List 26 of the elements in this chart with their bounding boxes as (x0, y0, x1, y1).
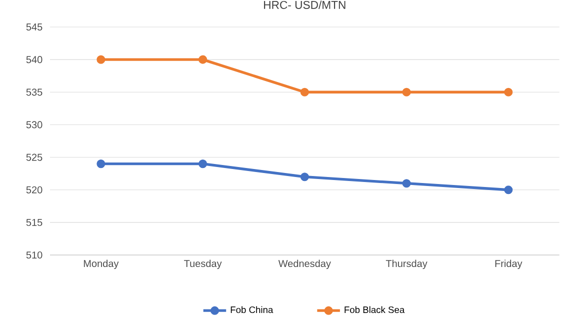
x-tick-label: Wednesday (278, 260, 331, 270)
y-tick-label: 530 (26, 121, 42, 128)
y-tick-label: 545 (26, 24, 42, 30)
y-tick-label: 525 (26, 154, 42, 161)
x-tick-label: Thursday (386, 260, 428, 270)
point (402, 179, 411, 188)
point (198, 160, 208, 168)
x-tick-label: Monday (84, 260, 119, 270)
point (402, 88, 411, 96)
y-tick-label: 515 (26, 218, 42, 226)
chart-title: HRC- USD/MTN (264, 0, 346, 9)
x-tick-label: Tuesday (184, 260, 222, 270)
y-tick-label: 520 (26, 186, 42, 194)
point (300, 172, 309, 182)
y-tick-label: 510 (26, 251, 42, 259)
y-tick-label: 540 (26, 56, 42, 64)
x-tick-label: Friday (495, 260, 522, 270)
legend-label: Fob Black Sea (344, 306, 405, 314)
legend-label: Fob China (230, 306, 274, 314)
point (300, 88, 309, 96)
point (96, 55, 106, 64)
point (198, 55, 208, 64)
point (96, 160, 106, 168)
point (504, 88, 513, 96)
point (504, 186, 513, 194)
y-tick-label: 535 (26, 88, 42, 96)
